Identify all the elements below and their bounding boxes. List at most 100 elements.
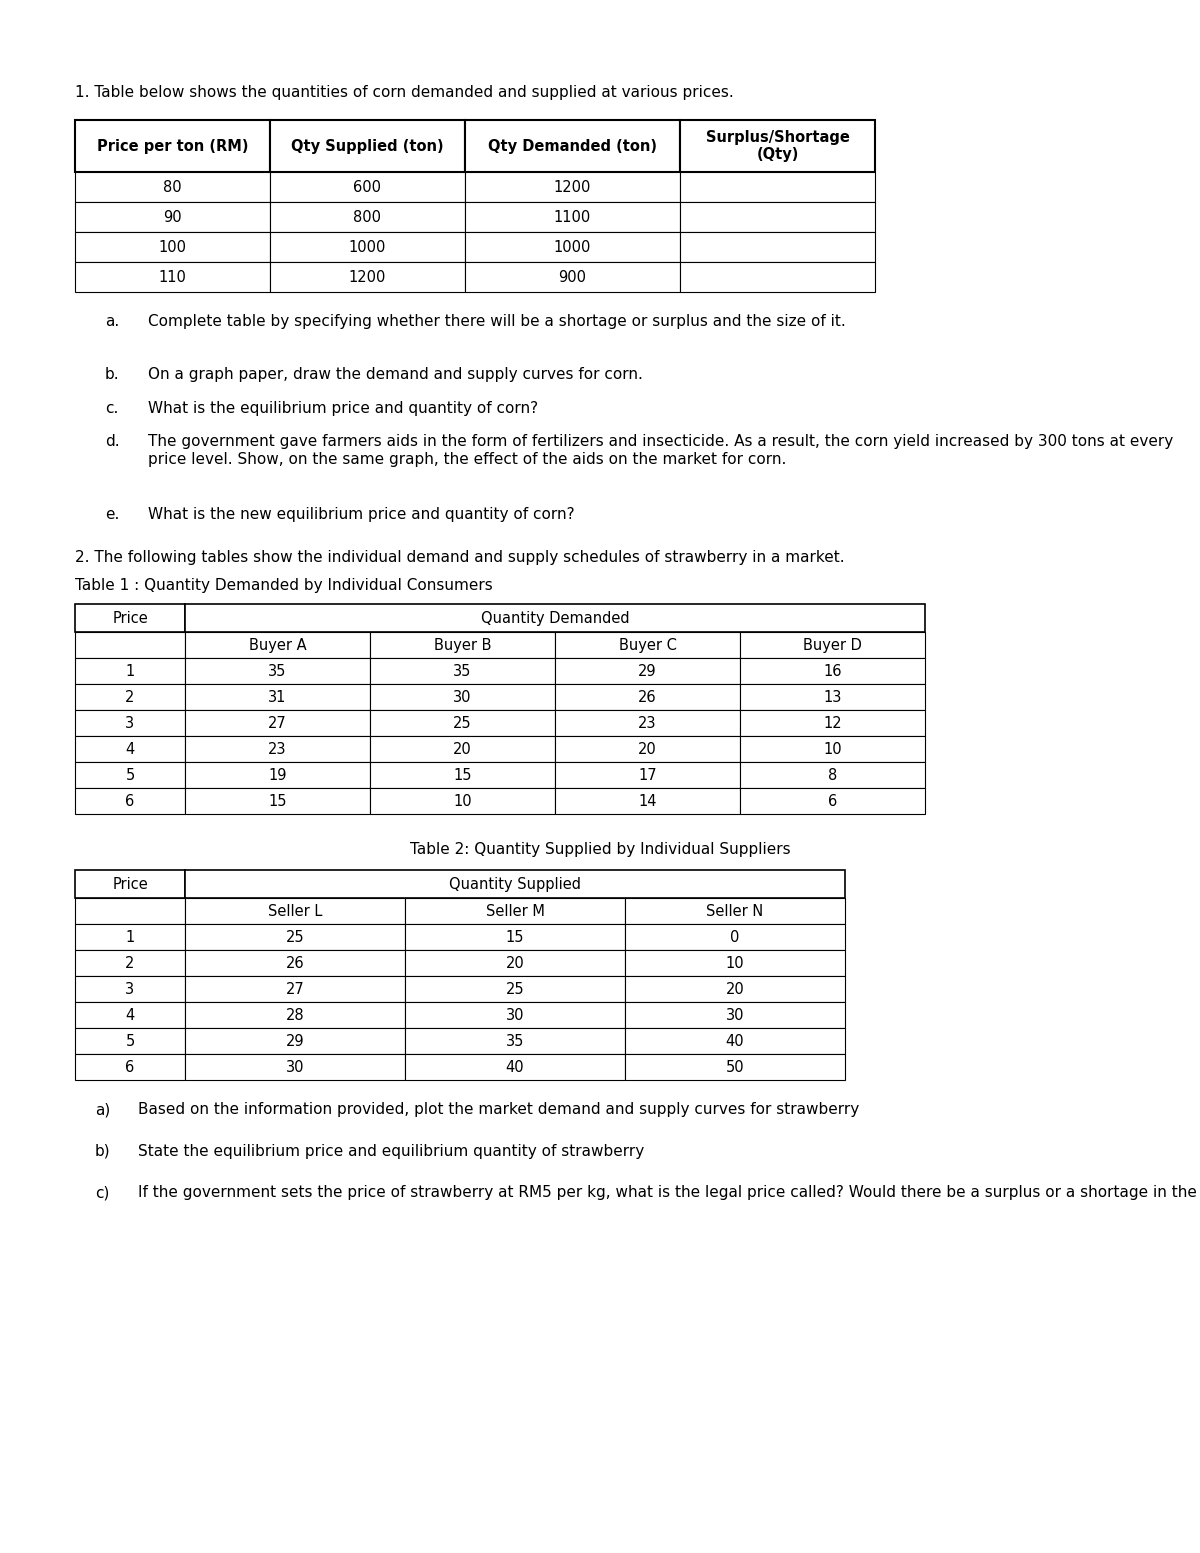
Bar [185,1054,406,1081]
Text: d.: d. [106,435,120,449]
Text: State the equilibrium price and equilibrium quantity of strawberry: State the equilibrium price and equilibr… [138,1145,644,1159]
Text: Seller N: Seller N [707,904,763,919]
Bar [270,172,466,202]
Bar [625,1028,845,1054]
Bar [740,789,925,814]
Text: a.: a. [106,314,119,329]
Text: Buyer B: Buyer B [433,638,491,652]
Bar [74,898,185,924]
Text: 4: 4 [125,742,134,756]
Text: 4: 4 [125,1008,134,1023]
Text: 1: 1 [125,663,134,679]
Bar [185,977,406,1002]
Text: 1100: 1100 [554,210,592,225]
Text: 35: 35 [269,663,287,679]
Bar [406,1054,625,1081]
Bar [406,950,625,977]
Bar [466,172,680,202]
Text: 90: 90 [163,210,182,225]
Text: Based on the information provided, plot the market demand and supply curves for : Based on the information provided, plot … [138,1103,859,1118]
Bar [406,1028,625,1054]
Bar [74,763,185,789]
Text: 25: 25 [505,981,524,997]
Text: Price: Price [112,610,148,626]
Text: a): a) [95,1103,110,1118]
Text: 10: 10 [726,957,744,971]
Text: Buyer D: Buyer D [803,638,862,652]
Text: Complete table by specifying whether there will be a shortage or surplus and the: Complete table by specifying whether the… [148,314,846,329]
Text: 26: 26 [638,690,656,705]
Text: 35: 35 [506,1034,524,1048]
Bar [185,1028,406,1054]
Bar [74,1054,185,1081]
Text: Qty Supplied (ton): Qty Supplied (ton) [292,138,444,154]
Text: Quantity Supplied: Quantity Supplied [449,877,581,891]
Text: Quantity Demanded: Quantity Demanded [481,610,629,626]
Text: Table 1 : Quantity Demanded by Individual Consumers: Table 1 : Quantity Demanded by Individua… [74,578,493,593]
Text: b): b) [95,1145,110,1159]
Text: 80: 80 [163,180,182,194]
Text: 6: 6 [125,794,134,809]
Text: Table 2: Quantity Supplied by Individual Suppliers: Table 2: Quantity Supplied by Individual… [409,842,791,857]
Text: 1. Table below shows the quantities of corn demanded and supplied at various pri: 1. Table below shows the quantities of c… [74,85,733,99]
Bar [270,262,466,292]
Bar [370,685,554,710]
Bar [370,789,554,814]
Bar [370,763,554,789]
Bar [74,950,185,977]
Bar [370,736,554,763]
Bar [74,1002,185,1028]
Bar [554,685,740,710]
Text: 27: 27 [286,981,305,997]
Text: 1000: 1000 [554,239,592,255]
Bar [740,710,925,736]
Bar [740,736,925,763]
Text: 600: 600 [354,180,382,194]
Bar [625,1054,845,1081]
Text: 23: 23 [638,716,656,731]
Text: c): c) [95,1185,109,1200]
Text: 3: 3 [126,981,134,997]
Text: Qty Demanded (ton): Qty Demanded (ton) [488,138,658,154]
Text: Price: Price [112,877,148,891]
Bar [270,231,466,262]
Text: 100: 100 [158,239,186,255]
Text: On a graph paper, draw the demand and supply curves for corn.: On a graph paper, draw the demand and su… [148,367,643,382]
Bar [74,870,185,898]
Bar [370,710,554,736]
Text: What is the equilibrium price and quantity of corn?: What is the equilibrium price and quanti… [148,401,538,416]
Text: 25: 25 [286,930,305,944]
Text: 15: 15 [505,930,524,944]
Text: Seller L: Seller L [268,904,322,919]
Bar [554,763,740,789]
Text: 20: 20 [726,981,744,997]
Bar [74,1028,185,1054]
Text: 15: 15 [454,767,472,783]
Text: 1: 1 [125,930,134,944]
Text: 5: 5 [125,767,134,783]
Text: 20: 20 [505,957,524,971]
Bar [625,1002,845,1028]
Text: What is the new equilibrium price and quantity of corn?: What is the new equilibrium price and qu… [148,506,575,522]
Text: 2: 2 [125,957,134,971]
Bar [74,710,185,736]
Text: Buyer A: Buyer A [248,638,306,652]
Bar [185,604,925,632]
Text: 900: 900 [558,270,587,284]
Bar [466,120,680,172]
Bar [554,658,740,685]
Text: 14: 14 [638,794,656,809]
Text: 1200: 1200 [554,180,592,194]
Text: 17: 17 [638,767,656,783]
Text: 12: 12 [823,716,842,731]
Text: 10: 10 [823,742,842,756]
Bar [406,1002,625,1028]
Text: 2. The following tables show the individual demand and supply schedules of straw: 2. The following tables show the individ… [74,550,845,565]
Text: c.: c. [106,401,119,416]
Text: 35: 35 [454,663,472,679]
Text: 10: 10 [454,794,472,809]
Text: 29: 29 [638,663,656,679]
Bar [740,685,925,710]
Bar [740,632,925,658]
Text: Surplus/Shortage
(Qty): Surplus/Shortage (Qty) [706,130,850,162]
